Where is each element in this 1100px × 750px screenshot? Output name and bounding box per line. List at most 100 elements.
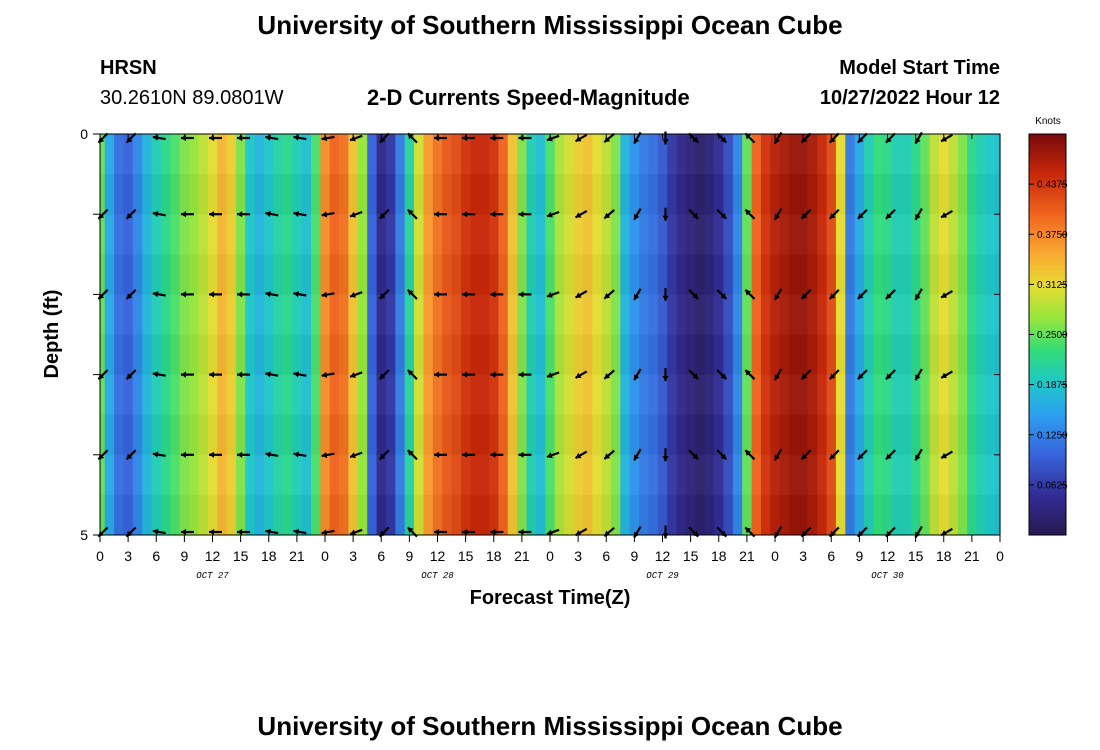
x-tick-label: 18 (486, 548, 502, 564)
colorbar-tick-label: 0.3125 (1037, 280, 1068, 291)
x-tick-label: 0 (96, 548, 104, 564)
arrow-head (692, 293, 699, 299)
arrow-head (321, 211, 328, 218)
heatmap-cell (207, 134, 218, 535)
arrow-head (293, 451, 300, 458)
arrow-head (407, 370, 414, 376)
arrow-head (434, 451, 440, 458)
heatmap-cell (892, 134, 903, 535)
heatmap-cell (245, 134, 256, 535)
current-arrow (688, 208, 699, 220)
arrow-head (575, 292, 582, 298)
current-arrow (265, 371, 279, 378)
current-arrow (914, 368, 923, 381)
heatmap-cell (235, 134, 246, 535)
heatmap-cell (273, 134, 284, 535)
arrow-head (546, 529, 553, 536)
arrow-head (745, 527, 752, 534)
arrow-head (546, 211, 553, 218)
depth-band (100, 214, 1000, 254)
arrow-head (462, 371, 468, 378)
arrow-head (293, 134, 300, 141)
current-arrow (152, 291, 166, 298)
colorbar-ticks: 0.0625 0.1250 0.1875 0.2500 0.3125 0.3750 0.43… (1029, 180, 1068, 491)
arrow-head (745, 289, 752, 296)
current-arrow (633, 448, 642, 461)
arrow-head (462, 291, 468, 298)
arrow-head (152, 371, 159, 378)
heatmap-cell (789, 134, 800, 535)
depth-band (100, 294, 1000, 334)
current-arrow (265, 210, 279, 217)
heatmap-cell (292, 134, 303, 535)
current-arrow (378, 449, 390, 461)
current-arrow (633, 208, 642, 221)
current-arrow (633, 368, 642, 381)
depth-band (100, 455, 1000, 495)
heatmap-cell (976, 134, 987, 535)
arrow-head (801, 373, 808, 380)
arrow-head (180, 371, 186, 378)
arrow-head (434, 528, 440, 536)
heatmap-cell (910, 134, 921, 535)
arrow-head (180, 528, 186, 536)
current-arrow (434, 451, 447, 458)
x-tick-label: 6 (827, 548, 835, 564)
current-arrow (773, 288, 783, 301)
x-tick-label: 0 (546, 548, 554, 564)
heatmap-cell (385, 134, 396, 535)
current-arrow (265, 528, 279, 535)
arrow-head (692, 136, 699, 143)
current-arrow (603, 289, 615, 300)
x-tick-label: 12 (655, 548, 671, 564)
heatmap-cell (479, 134, 490, 535)
arrow-head (434, 371, 440, 378)
arrow-head (915, 454, 921, 461)
current-arrow (828, 208, 840, 220)
x-tick-label: 18 (261, 548, 277, 564)
current-arrow (209, 291, 222, 298)
x-tick-label: 18 (936, 548, 952, 564)
arrow-head (662, 139, 669, 145)
arrow-head (209, 211, 215, 218)
heatmap-cell (695, 134, 706, 535)
current-arrow (152, 210, 166, 217)
x-tick-label: 3 (574, 548, 582, 564)
heatmap-cell (310, 134, 321, 535)
x-tick-label: 9 (630, 548, 638, 564)
heatmap-cell (432, 134, 443, 535)
heatmap-cell (301, 134, 312, 535)
heatmap-cell (329, 134, 340, 535)
current-arrow (180, 371, 194, 378)
current-arrow (349, 210, 363, 218)
current-arrow (773, 448, 783, 461)
arrow-head (857, 453, 864, 460)
current-arrow (152, 451, 166, 458)
heatmap-cell (770, 134, 781, 535)
current-arrow (688, 449, 699, 461)
heatmap-cell (170, 134, 181, 535)
current-arrow (293, 134, 307, 141)
current-arrow (321, 291, 335, 298)
depth-band (100, 335, 1000, 375)
colorbar-tick-label: 0.1250 (1037, 430, 1068, 441)
arrow-head (407, 527, 414, 534)
arrow-head (662, 295, 669, 301)
arrow-head (692, 373, 699, 380)
heatmap-cell (179, 134, 190, 535)
x-axis-title: Forecast Time(Z) (470, 587, 631, 609)
colorbar-tick-label: 0.1875 (1037, 380, 1068, 391)
model-start-value: 10/27/2022 Hour 12 (819, 87, 1000, 109)
arrow-head (490, 371, 496, 378)
depth-bands (100, 134, 1000, 535)
arrow-head (662, 533, 669, 539)
arrow-head (209, 291, 215, 298)
current-arrow (462, 371, 476, 378)
current-arrow (209, 451, 222, 458)
current-arrow (546, 371, 560, 378)
heatmap-cell (151, 134, 162, 535)
heatmap-cell (629, 134, 640, 535)
arrow-head (774, 374, 780, 381)
current-arrow (407, 289, 418, 300)
arrow-head (407, 289, 414, 296)
